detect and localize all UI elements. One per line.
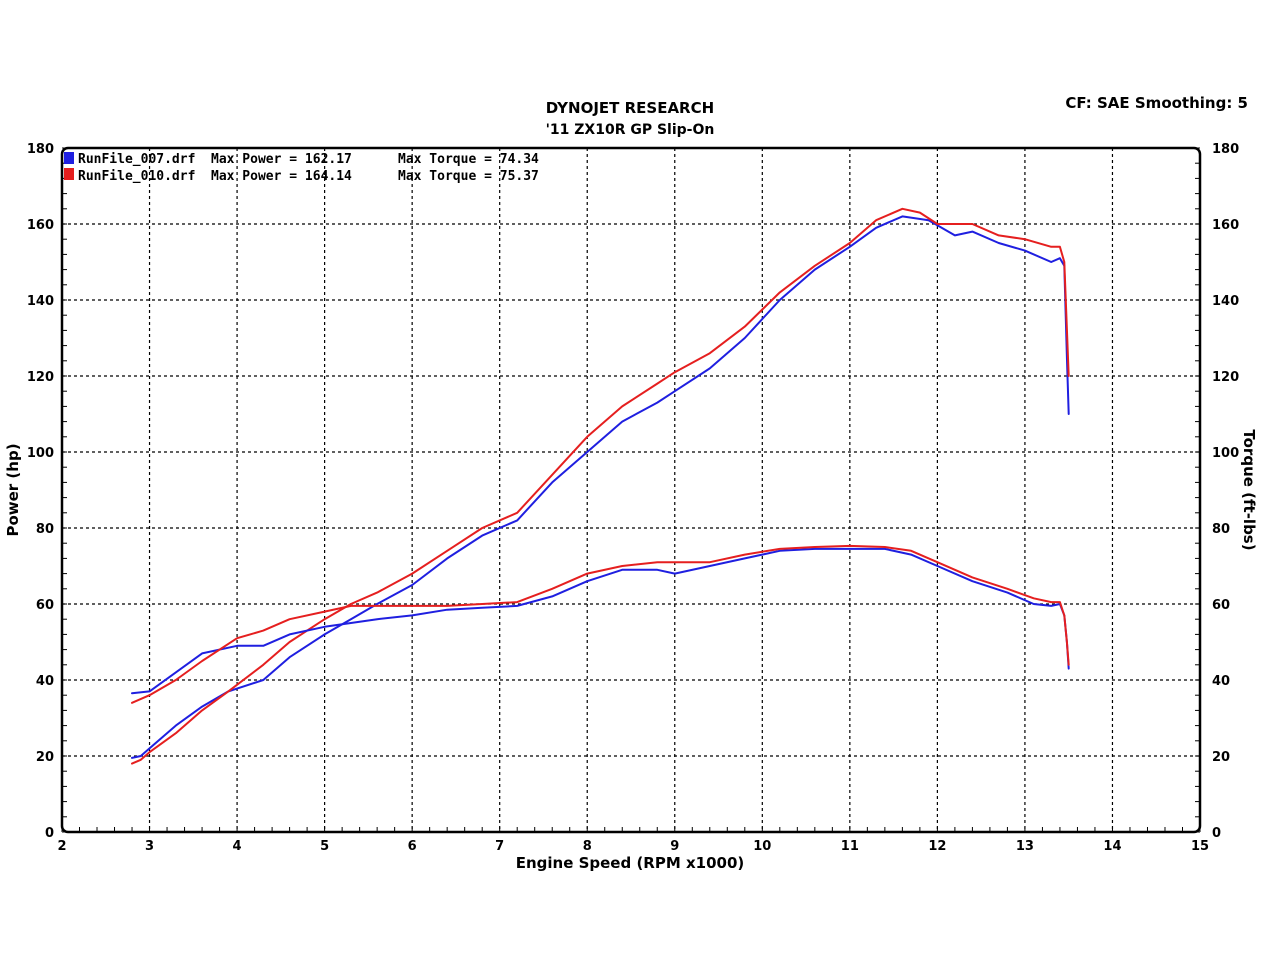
series-lines: [131, 207, 1070, 765]
y-tick-label-right: 20: [1212, 750, 1230, 765]
y-axis-label-right: Torque (ft-lbs): [1240, 429, 1258, 550]
y-tick-label-left: 60: [36, 598, 54, 613]
chart-title: DYNOJET RESEARCH: [546, 99, 714, 117]
x-tick-label: 3: [145, 839, 154, 854]
y-tick-label-left: 20: [36, 750, 54, 765]
y-tick-label-right: 140: [1212, 294, 1239, 309]
chart-subtitle: '11 ZX10R GP Slip-On: [546, 122, 715, 138]
series-line-runfile_010-drf-power: [131, 207, 1070, 765]
x-tick-label: 7: [495, 839, 504, 854]
x-axis-label: Engine Speed (RPM x1000): [516, 854, 745, 872]
legend-swatch-run-007: [64, 152, 74, 164]
x-tick-label: 12: [928, 839, 946, 854]
y-tick-label-left: 120: [27, 370, 54, 385]
y-tick-label-right: 160: [1212, 218, 1239, 233]
y-tick-label-right: 120: [1212, 370, 1239, 385]
y-tick-label-left: 180: [27, 142, 54, 157]
plot-area: [62, 148, 1200, 832]
x-tick-label: 6: [408, 839, 417, 854]
series-line-runfile_010-drf-torque: [131, 544, 1070, 704]
legend-torque-run-007: Max Torque = 74.34: [398, 152, 539, 167]
x-tick-label: 15: [1191, 839, 1209, 854]
y-tick-label-right: 60: [1212, 598, 1230, 613]
series-line-runfile_007-drf-torque: [131, 547, 1070, 695]
plot-frame: [60, 146, 1202, 834]
x-tick-label: 14: [1103, 839, 1121, 854]
y-tick-labels-right: 0 20 40 60 80 100 120 140 160 180: [1212, 142, 1239, 841]
x-tick-label: 13: [1016, 839, 1034, 854]
settings-label: CF: SAE Smoothing: 5: [1065, 94, 1248, 112]
x-tick-label: 4: [233, 839, 242, 854]
y-tick-label-right: 180: [1212, 142, 1239, 157]
x-tick-label: 10: [753, 839, 771, 854]
y-tick-label-left: 40: [36, 674, 54, 689]
legend-power-run-007: Max Power = 162.17: [211, 152, 352, 167]
x-tick-label: 9: [670, 839, 679, 854]
legend-power-run-010: Max Power = 164.14: [211, 169, 352, 184]
y-tick-label-left: 100: [27, 446, 54, 461]
legend: RunFile_007.drf Max Power = 162.17 Max T…: [64, 152, 539, 184]
grid-lines: [61, 147, 1201, 833]
legend-file-run-010: RunFile_010.drf: [78, 169, 195, 184]
y-tick-label-left: 80: [36, 522, 54, 537]
y-axis-label-left: Power (hp): [4, 443, 22, 536]
y-tick-label-right: 80: [1212, 522, 1230, 537]
y-tick-label-right: 0: [1212, 826, 1221, 841]
series-line-runfile_007-drf-power: [131, 215, 1070, 759]
legend-torque-run-010: Max Torque = 75.37: [398, 169, 539, 184]
y-tick-label-right: 100: [1212, 446, 1239, 461]
legend-swatch-run-010: [64, 168, 74, 180]
x-tick-labels: 2 3 4 5 6 7 8 9 10 11 12 13 14 15: [57, 839, 1209, 854]
y-tick-label-left: 160: [27, 218, 54, 233]
y-tick-label-left: 140: [27, 294, 54, 309]
x-tick-label: 11: [841, 839, 859, 854]
legend-file-run-007: RunFile_007.drf: [78, 152, 195, 167]
y-tick-labels-left: 0 20 40 60 80 100 120 140 160 180: [27, 142, 54, 841]
y-tick-label-right: 40: [1212, 674, 1230, 689]
x-tick-label: 8: [583, 839, 592, 854]
x-tick-label: 2: [57, 839, 66, 854]
x-tick-label: 5: [320, 839, 329, 854]
y-tick-label-left: 0: [45, 826, 54, 841]
